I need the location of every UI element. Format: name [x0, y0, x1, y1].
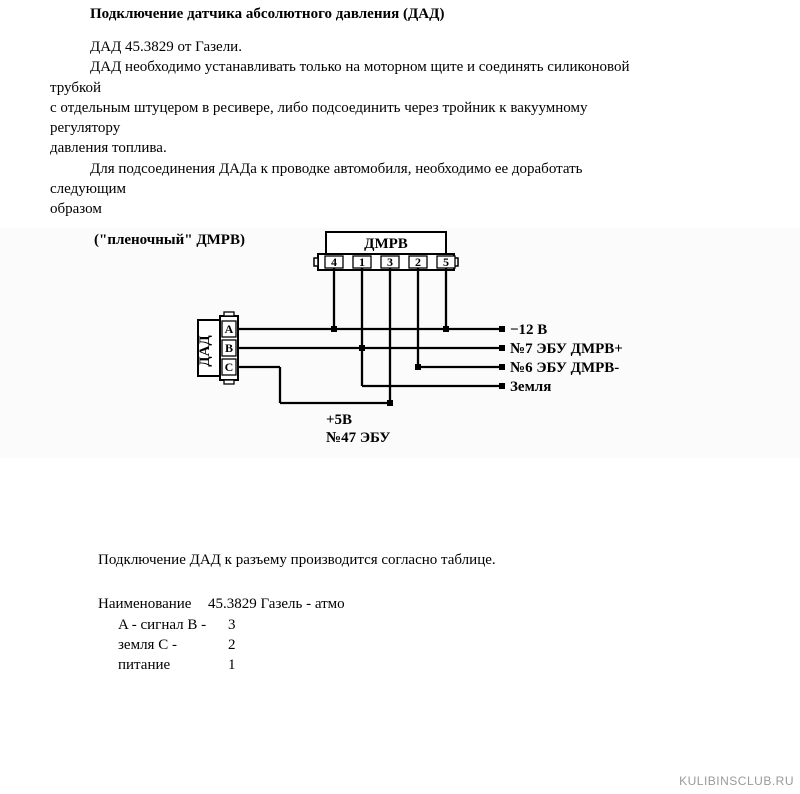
table-col2-head: 45.3829 Газель - атмо: [208, 594, 378, 614]
table-col1-rows: A - сигнал B - земля C - питание: [118, 615, 208, 676]
wiring-diagram: ("пленочный" ДМРВ) ДМРВ 4 1 3 2 5: [0, 228, 800, 458]
paragraph-line: Подключение ДАД к разъему производится с…: [98, 550, 718, 570]
svg-text:1: 1: [359, 255, 365, 269]
svg-text:Земля: Земля: [510, 379, 551, 395]
diagram-bottom-label: +5В №47 ЭБУ: [326, 412, 390, 446]
dad-connector: ДАД A B C: [197, 312, 238, 384]
svg-text:2: 2: [415, 255, 421, 269]
paragraph-line: следующим: [50, 179, 750, 199]
paragraph-line: давления топлива.: [50, 138, 750, 158]
svg-text:3: 3: [387, 255, 393, 269]
svg-text:№47 ЭБУ: №47 ЭБУ: [326, 430, 390, 446]
svg-text:ДМРВ: ДМРВ: [364, 236, 408, 252]
table-col2-row: 1: [228, 655, 378, 675]
svg-text:4: 4: [331, 255, 337, 269]
paragraph-line: регулятору: [50, 118, 750, 138]
svg-text:+5В: +5В: [326, 412, 352, 428]
watermark: KULIBINSCLUB.RU: [679, 774, 794, 788]
svg-text:№6 ЭБУ ДМРВ-: №6 ЭБУ ДМРВ-: [510, 360, 619, 376]
paragraph-line: ДАД необходимо устанавливать только на м…: [90, 57, 750, 77]
svg-text:A: A: [225, 322, 234, 336]
paragraph-line: трубкой: [50, 78, 750, 98]
dmrv-connector: ДМРВ 4 1 3 2 5: [314, 232, 458, 270]
table-col2-row: 3: [228, 615, 378, 635]
table-col2-row: 2: [228, 635, 378, 655]
paragraph-line: с отдельным штуцером в ресивере, либо по…: [50, 98, 750, 118]
paragraph-line: ДАД 45.3829 от Газели.: [90, 37, 750, 57]
pin-table: Наименование A - сигнал B - земля C - пи…: [98, 594, 718, 675]
svg-text:ДАД: ДАД: [197, 335, 213, 367]
svg-text:−12 В: −12 В: [510, 322, 547, 338]
svg-text:5: 5: [443, 255, 449, 269]
diagram-wires: [238, 268, 502, 403]
paragraph-line: Для подсоединения ДАДа к проводке автомо…: [90, 159, 750, 179]
paragraph-line: образом: [50, 199, 750, 219]
page-title: Подключение датчика абсолютного давления…: [90, 6, 750, 23]
svg-text:C: C: [225, 360, 234, 374]
diagram-wire-labels: −12 В №7 ЭБУ ДМРВ+ №6 ЭБУ ДМРВ- Земля: [510, 322, 623, 395]
svg-text:B: B: [225, 341, 233, 355]
diagram-note: ("пленочный" ДМРВ): [94, 232, 245, 248]
table-col1-head: Наименование: [98, 594, 208, 614]
svg-text:№7 ЭБУ ДМРВ+: №7 ЭБУ ДМРВ+: [510, 341, 623, 357]
